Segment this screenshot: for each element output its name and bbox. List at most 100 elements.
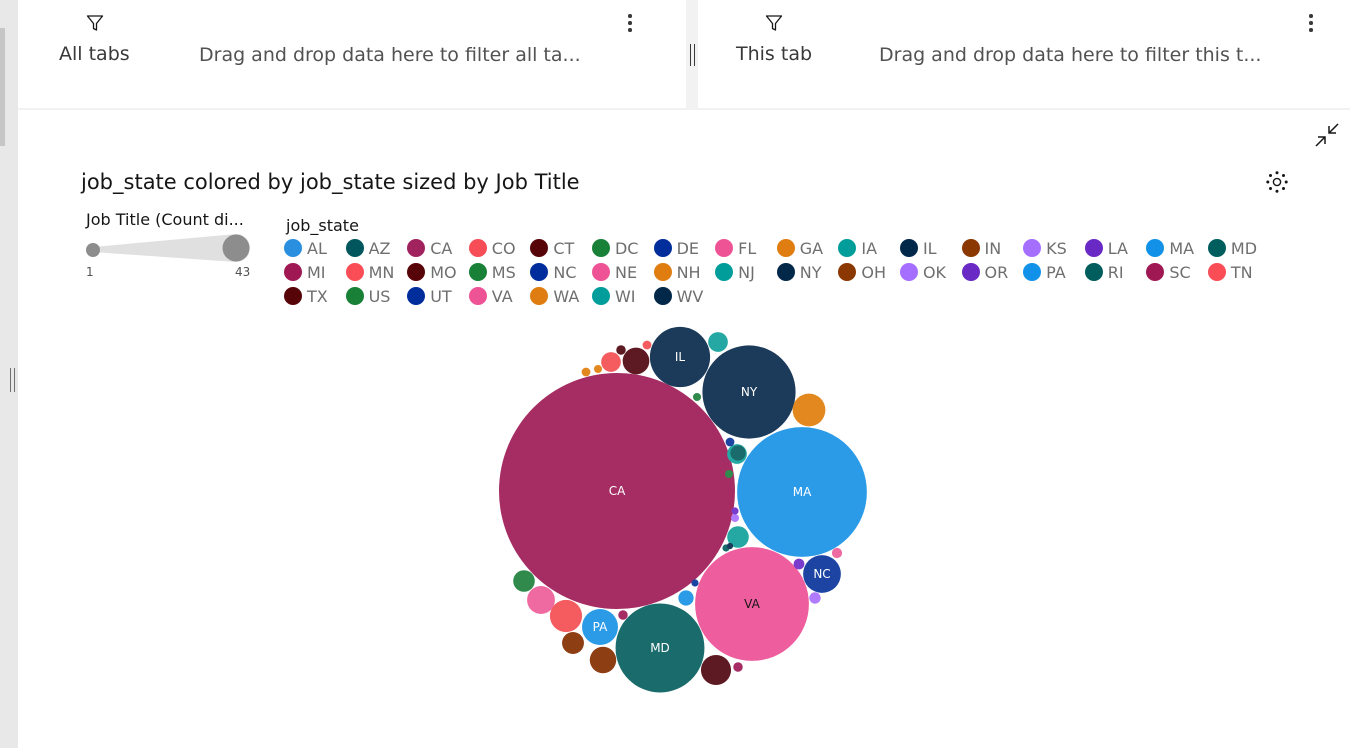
legend-item-dc[interactable]: DC	[591, 236, 654, 260]
legend-item-nh[interactable]: NH	[653, 260, 716, 284]
bubble-ne[interactable]	[831, 547, 843, 559]
legend-swatch	[1207, 239, 1226, 257]
bubble-al[interactable]	[678, 590, 694, 606]
legend-item-co[interactable]: CO	[468, 236, 531, 260]
legend-item-ct[interactable]: CT	[530, 236, 592, 260]
bubble-ia[interactable]	[727, 526, 749, 548]
legend-swatch	[715, 263, 734, 281]
legend-item-la[interactable]: LA	[1084, 236, 1147, 260]
legend-swatch	[345, 287, 364, 305]
legend-item-nc[interactable]: NC	[530, 260, 592, 284]
legend-item-wi[interactable]: WI	[591, 284, 654, 308]
bubble-ks[interactable]	[809, 592, 821, 604]
bubble-wi[interactable]	[708, 332, 728, 352]
legend-item-az[interactable]: AZ	[345, 236, 408, 260]
legend-item-ga[interactable]: GA	[776, 236, 839, 260]
legend-item-or[interactable]: OR	[961, 260, 1024, 284]
bubble-dc[interactable]	[513, 570, 535, 592]
legend-item-ny[interactable]: NY	[776, 260, 839, 284]
legend-item-sc[interactable]: SC	[1146, 260, 1208, 284]
bubble-wa[interactable]	[581, 367, 591, 377]
bubble-mo[interactable]	[616, 345, 626, 355]
legend-swatch	[591, 239, 610, 257]
bubble-fl[interactable]	[527, 586, 555, 614]
bubble-ct[interactable]	[622, 347, 650, 375]
divider-grip[interactable]	[690, 44, 695, 66]
legend-item-us[interactable]: US	[345, 284, 408, 308]
legend-swatch	[1084, 263, 1103, 281]
bubble-in[interactable]	[562, 632, 584, 654]
legend-item-mi[interactable]: MI	[284, 260, 346, 284]
bubble-ga[interactable]	[792, 393, 826, 427]
bubble-tn[interactable]	[642, 340, 652, 350]
bubble-mi[interactable]	[618, 610, 628, 620]
legend-item-va[interactable]: VA	[468, 284, 531, 308]
bubble-wv[interactable]	[726, 542, 734, 550]
bubble-md[interactable]	[615, 603, 705, 693]
legend-item-ks[interactable]: KS	[1023, 236, 1085, 260]
legend-item-oh[interactable]: OH	[838, 260, 900, 284]
bubble-ny[interactable]	[702, 345, 796, 439]
bubble-ok[interactable]	[730, 513, 740, 523]
legend-item-mn[interactable]: MN	[345, 260, 408, 284]
legend-item-ne[interactable]: NE	[591, 260, 654, 284]
legend-item-fl[interactable]: FL	[715, 236, 777, 260]
sidebar-resize-handle[interactable]	[10, 368, 15, 392]
legend-item-mo[interactable]: MO	[407, 260, 469, 284]
bubble-ms[interactable]	[692, 392, 702, 402]
legend-label: PA	[1046, 262, 1066, 282]
bubble-az[interactable]	[730, 445, 746, 461]
bubble-ma[interactable]	[737, 427, 867, 557]
legend-item-ms[interactable]: MS	[468, 260, 531, 284]
legend-label: MD	[1230, 238, 1258, 258]
bubble-or[interactable]	[731, 507, 739, 515]
bubble-us[interactable]	[724, 469, 734, 479]
bubble-oh[interactable]	[589, 646, 617, 674]
bubble-pa[interactable]	[582, 609, 618, 645]
bubble-tx[interactable]	[700, 654, 732, 686]
all-tabs-drop-zone[interactable]: Drag and drop data here to filter all ta…	[199, 44, 581, 66]
legend-item-ut[interactable]: UT	[407, 284, 469, 308]
bubble-ut[interactable]	[691, 579, 699, 587]
filter-icon[interactable]	[765, 14, 783, 32]
legend-item-wa[interactable]: WA	[530, 284, 592, 308]
filter-divider[interactable]	[686, 0, 698, 108]
legend-item-il[interactable]: IL	[899, 236, 962, 260]
overflow-menu-icon[interactable]	[626, 14, 634, 34]
legend-swatch	[530, 287, 549, 305]
bubble-va[interactable]	[695, 547, 809, 661]
legend-item-ok[interactable]: OK	[899, 260, 962, 284]
legend-item-de[interactable]: DE	[653, 236, 716, 260]
legend-item-ma[interactable]: MA	[1146, 236, 1208, 260]
bubble-il[interactable]	[649, 326, 711, 388]
legend-item-nj[interactable]: NJ	[715, 260, 777, 284]
legend-item-tn[interactable]: TN	[1207, 260, 1270, 284]
color-legend: AL AZ CA CO CT DC DE FL GA IA IL IN KS LA MA MD MI MN MO MS…	[284, 236, 1294, 308]
legend-swatch	[899, 263, 918, 281]
legend-item-wv[interactable]: WV	[653, 284, 716, 308]
bubble-nh[interactable]	[593, 364, 603, 374]
bubble-la[interactable]	[793, 558, 805, 570]
legend-item-tx[interactable]: TX	[284, 284, 346, 308]
filter-icon[interactable]	[86, 14, 104, 32]
legend-label: CA	[430, 238, 453, 258]
legend-item-in[interactable]: IN	[961, 236, 1024, 260]
bubble-de[interactable]	[725, 437, 735, 447]
sidebar-scrollbar[interactable]	[0, 28, 5, 146]
bubble-sc[interactable]	[733, 662, 743, 672]
settings-icon[interactable]	[1265, 170, 1289, 194]
legend-item-ia[interactable]: IA	[838, 236, 900, 260]
minimize-icon[interactable]	[1314, 122, 1340, 148]
bubble-co[interactable]	[549, 599, 583, 633]
this-tab-drop-zone[interactable]: Drag and drop data here to filter this t…	[879, 44, 1262, 66]
bubble-nc[interactable]	[803, 555, 841, 593]
legend-label: UT	[430, 286, 452, 306]
legend-item-ri[interactable]: RI	[1084, 260, 1147, 284]
overflow-menu-icon[interactable]	[1307, 14, 1315, 34]
bubble-ca[interactable]	[499, 373, 735, 609]
legend-item-al[interactable]: AL	[284, 236, 346, 260]
legend-item-ca[interactable]: CA	[407, 236, 469, 260]
bubble-mn[interactable]	[601, 352, 621, 372]
legend-item-md[interactable]: MD	[1207, 236, 1270, 260]
legend-item-pa[interactable]: PA	[1023, 260, 1085, 284]
